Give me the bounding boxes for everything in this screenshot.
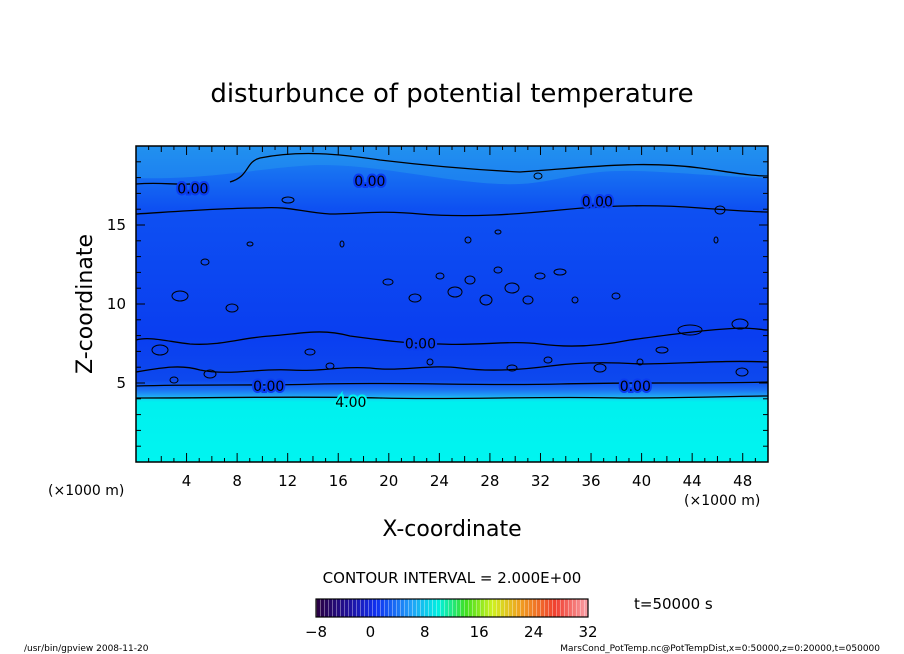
footer-left: /usr/bin/gpview 2008-11-20 — [24, 644, 149, 654]
contour-islands — [151, 172, 749, 384]
colorbar-tick-label: 32 — [578, 623, 597, 641]
x-axis-title: X-coordinate — [382, 517, 521, 542]
x-tick-label: 24 — [430, 472, 449, 490]
contour-lines — [136, 152, 768, 400]
contour-value-label: 0.00 — [582, 194, 613, 210]
colorbar-tick-label: 8 — [420, 623, 430, 641]
contour-interval: CONTOUR INTERVAL = 2.000E+00 — [323, 569, 582, 587]
colorbar-tick-label: 16 — [470, 623, 489, 641]
contour-value-label: 4.00 — [335, 395, 366, 411]
contour-value-label: 0.00 — [253, 379, 284, 395]
colorbar-frame — [315, 598, 589, 618]
contour-value-label: 0.00 — [177, 182, 208, 198]
y-tick-label: 15 — [107, 216, 126, 234]
time-label: t=50000 s — [634, 595, 713, 613]
y-tick-label: 5 — [116, 374, 126, 392]
x-unit-label: (×1000 m) — [684, 493, 760, 509]
y-axis-title: Z-coordinate — [73, 234, 98, 374]
contour-value-label: 0.00 — [620, 379, 651, 395]
x-tick-label: 4 — [182, 472, 192, 490]
x-tick-label: 12 — [278, 472, 297, 490]
x-tick-label: 16 — [329, 472, 348, 490]
contour-value-label: 0.00 — [354, 174, 385, 190]
colorbar: −8 0 8 16 24 32 — [305, 598, 598, 641]
chart-title: disturbunce of potential temperature — [210, 79, 693, 109]
x-tick-label: 20 — [379, 472, 398, 490]
x-tick-label: 32 — [531, 472, 550, 490]
colorbar-tick-label: −8 — [305, 623, 327, 641]
colorbar-ticks: −8 0 8 16 24 32 — [305, 623, 598, 641]
x-axis: 4 8 12 16 20 24 28 32 36 40 44 48 — [148, 146, 756, 490]
y-tick-label: 10 — [107, 295, 126, 313]
plot-area: 0.00 0.00 0.00 0.00 0.00 0.00 4.00 — [136, 146, 768, 462]
x-tick-label: 40 — [632, 472, 651, 490]
y-unit-label: (×1000 m) — [48, 483, 124, 499]
colorbar-tick-label: 0 — [366, 623, 376, 641]
x-tick-label: 44 — [683, 472, 702, 490]
y-axis: 5 10 15 — [107, 161, 768, 447]
heatmap-field — [136, 146, 768, 462]
x-tick-label: 8 — [232, 472, 242, 490]
x-tick-label: 48 — [733, 472, 752, 490]
upper-light-patch — [136, 146, 768, 185]
colorbar-tick-label: 24 — [524, 623, 543, 641]
contour-labels: 0.00 0.00 0.00 0.00 0.00 0.00 4.00 — [175, 172, 653, 413]
footer-right: MarsCond_PotTemp.nc@PotTempDist,x=0:5000… — [560, 644, 880, 654]
x-tick-label: 36 — [581, 472, 600, 490]
x-tick-label: 28 — [480, 472, 499, 490]
contour-value-label: 0.00 — [405, 337, 436, 353]
